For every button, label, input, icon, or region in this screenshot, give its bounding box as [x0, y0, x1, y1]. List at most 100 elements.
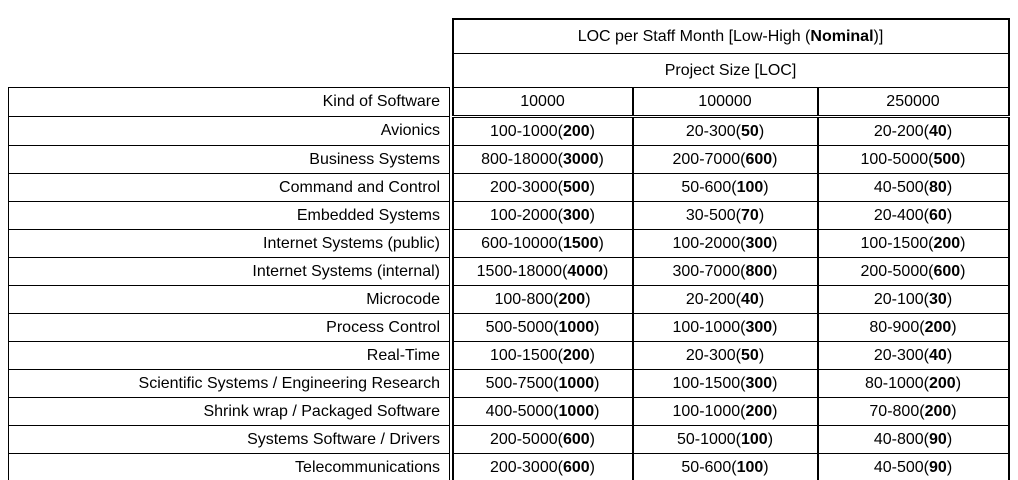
range-text: 100-1500( [490, 346, 563, 364]
range-text: 200-7000( [672, 150, 746, 168]
value-cell: 500-7500(1000) [451, 369, 633, 398]
close-paren: ) [758, 290, 765, 308]
nominal-value: 4000 [567, 262, 603, 280]
close-paren: ) [946, 178, 953, 196]
value-cell: 200-3000(600) [451, 453, 633, 480]
value-cell: 100-5000(500) [816, 145, 1010, 174]
close-paren: ) [589, 122, 595, 140]
value-cell: 30-500(70) [631, 201, 818, 230]
title-row: LOC per Staff Month [Low-High (Nominal)] [9, 18, 1010, 54]
close-paren: ) [589, 346, 595, 364]
value-cell: 20-400(60) [816, 201, 1010, 230]
nominal-value: 1500 [562, 234, 599, 252]
nominal-value: 300 [745, 234, 773, 252]
nominal-value: 40 [929, 346, 947, 364]
value-cell: 600-10000(1500) [451, 229, 633, 258]
row-label: Microcode [8, 285, 450, 314]
table-body: Avionics 100-1000(200) 20-300(50) 20-200(40… [8, 116, 1010, 480]
range-text: 80-900( [869, 318, 925, 336]
range-text: 500-5000( [485, 318, 559, 336]
value-cell: 400-5000(1000) [451, 397, 633, 426]
nominal-value: 200 [745, 402, 773, 420]
table-row: Systems Software / Drivers 200-5000(600) 5… [8, 425, 1010, 454]
value-cell: 20-200(40) [631, 285, 818, 314]
nominal-value: 300 [745, 318, 773, 336]
range-text: 100-1000( [490, 122, 563, 140]
close-paren: ) [589, 458, 595, 476]
nominal-value: 100 [741, 430, 768, 448]
nominal-value: 90 [929, 458, 947, 476]
nominal-value: 50 [741, 346, 759, 364]
title-bold-text: Nominal [810, 27, 874, 45]
empty-corner [9, 54, 453, 88]
close-paren: ) [598, 150, 604, 168]
close-paren: ) [772, 402, 778, 420]
range-text: 200-5000( [490, 430, 563, 448]
value-cell: 50-1000(100) [631, 425, 818, 454]
title-text: LOC per Staff Month [Low-High ( [577, 27, 811, 45]
close-paren: ) [772, 234, 778, 252]
table-row: Command and Control 200-3000(500) 50-600(1… [8, 173, 1010, 202]
value-cell: 20-300(50) [631, 116, 818, 146]
row-label: Process Control [8, 313, 450, 342]
close-paren: ) [946, 206, 953, 224]
nominal-value: 60 [929, 206, 947, 224]
nominal-value: 600 [745, 150, 773, 168]
subtitle-row: Project Size [LOC] [9, 53, 1010, 88]
size-header-10000: 10000 [451, 87, 633, 118]
value-cell: 100-2000(300) [631, 229, 818, 258]
row-label: Systems Software / Drivers [8, 425, 450, 454]
value-cell: 100-1000(200) [631, 397, 818, 426]
close-paren: ) [946, 346, 953, 364]
range-text: 500-7500( [485, 374, 559, 392]
range-text: 20-100( [873, 290, 930, 308]
table-row: Avionics 100-1000(200) 20-300(50) 20-200(40… [8, 116, 1010, 146]
nominal-value: 1000 [558, 374, 595, 392]
range-text: 20-200( [873, 122, 930, 140]
close-paren: ) [951, 402, 957, 420]
value-cell: 20-100(30) [816, 285, 1010, 314]
close-paren: ) [585, 290, 591, 308]
close-paren: ) [772, 374, 778, 392]
nominal-value: 600 [562, 430, 590, 448]
nominal-value: 500 [933, 150, 961, 168]
title-suffix-text: )] [873, 27, 884, 45]
close-paren: ) [763, 178, 769, 196]
table-row: Shrink wrap / Packaged Software 400-5000(… [8, 397, 1010, 426]
close-paren: ) [589, 206, 595, 224]
nominal-value: 200 [929, 374, 956, 392]
table-row: Internet Systems (public) 600-10000(1500)… [8, 229, 1010, 258]
table-row: Internet Systems (internal) 1500-18000(40… [8, 257, 1010, 286]
row-label: Shrink wrap / Packaged Software [8, 397, 450, 426]
value-cell: 100-800(200) [451, 285, 633, 314]
nominal-value: 30 [929, 290, 947, 308]
nominal-value: 200 [562, 346, 590, 364]
range-text: 30-500( [685, 206, 742, 224]
range-text: 100-1000( [672, 318, 746, 336]
value-cell: 1500-18000(4000) [451, 257, 633, 286]
range-text: 1500-18000( [476, 262, 568, 280]
nominal-value: 70 [741, 206, 759, 224]
value-cell: 40-800(90) [816, 425, 1010, 454]
range-text: 100-2000( [490, 206, 563, 224]
nominal-value: 3000 [562, 150, 599, 168]
nominal-value: 1000 [558, 402, 595, 420]
range-text: 800-18000( [481, 150, 563, 168]
row-label: Avionics [8, 116, 450, 146]
value-cell: 300-7000(800) [631, 257, 818, 286]
close-paren: ) [951, 318, 957, 336]
range-text: 100-800( [494, 290, 559, 308]
value-cell: 100-1000(300) [631, 313, 818, 342]
range-text: 200-3000( [490, 458, 563, 476]
row-header-label: Kind of Software [8, 87, 450, 117]
value-cell: 500-5000(1000) [451, 313, 633, 342]
range-text: 50-600( [681, 458, 737, 476]
range-text: 20-400( [873, 206, 930, 224]
close-paren: ) [763, 458, 769, 476]
close-paren: ) [772, 318, 778, 336]
range-text: 300-7000( [672, 262, 746, 280]
range-text: 200-3000( [490, 178, 563, 196]
value-cell: 100-1500(200) [816, 229, 1010, 258]
close-paren: ) [955, 374, 962, 392]
range-text: 80-1000( [864, 374, 929, 392]
